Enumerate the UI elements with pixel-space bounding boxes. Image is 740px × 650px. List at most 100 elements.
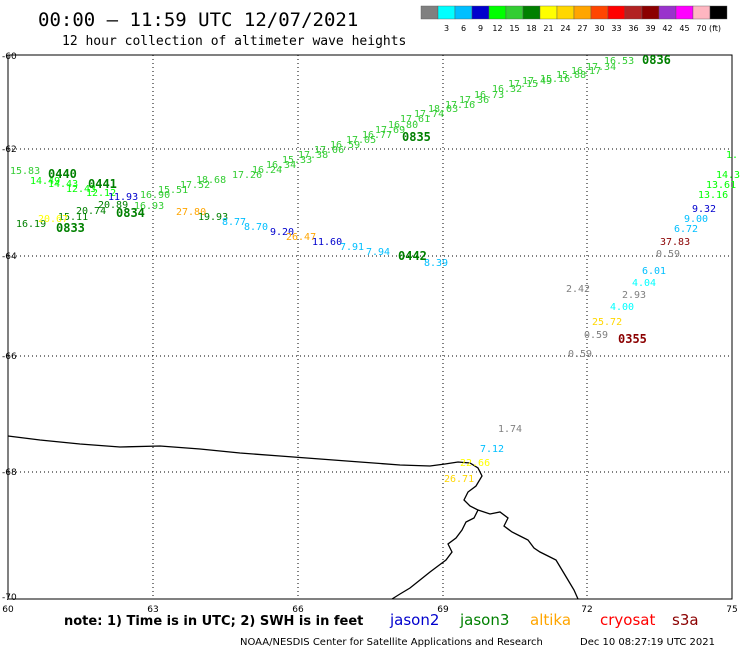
latitude-label: -62 — [2, 145, 17, 155]
legend-swatch — [471, 5, 490, 20]
mission-name: altika — [530, 611, 571, 629]
wave-height-reading: 6.72 — [674, 224, 698, 235]
mission-name: s3a — [672, 611, 699, 629]
latitude-labels: -60 -62 -64 -66 -68 -70 — [2, 52, 17, 603]
longitude-labels: 60 63 66 69 72 75 — [2, 605, 737, 615]
wave-height-reading: 37.83 — [660, 237, 690, 248]
wave-height-reading: 19.93 — [198, 212, 228, 223]
wave-height-reading: 17.05 — [346, 135, 376, 146]
wave-height-reading: 15.83 — [10, 166, 40, 177]
wave-height-reading: 16.77 — [362, 130, 392, 141]
wave-height-reading: 6.01 — [642, 266, 666, 277]
wave-height-reading: 11.93 — [108, 192, 138, 203]
footer-timestamp: Dec 10 08:27:19 UTC 2021 — [580, 637, 715, 648]
longitude-label: 75 — [726, 605, 737, 615]
wave-height-reading: 4.00 — [610, 302, 634, 313]
wave-height-reading: 2.93 — [622, 290, 646, 301]
wave-height-reading: 8.77 — [222, 217, 246, 228]
map-frame — [7, 54, 733, 600]
wave-height-reading: 15.33 — [282, 155, 312, 166]
wave-height-reading: 16.32 — [492, 84, 522, 95]
wave-height-reading: 9.20 — [270, 227, 294, 238]
wave-height-reading: 20.74 — [76, 206, 106, 217]
longitude-label: 66 — [292, 605, 304, 615]
wave-height-reading: 1.74 — [498, 424, 522, 435]
legend-swatch — [573, 5, 592, 20]
wave-height-reading: 18.03 — [428, 104, 458, 115]
wave-height-reading: 12.43 — [66, 184, 96, 195]
wave-height-reading: 16.59 — [330, 140, 360, 151]
legend-label: 12 — [492, 24, 502, 33]
legend-swatch — [624, 5, 643, 20]
wave-height-reading: 17.06 — [314, 145, 344, 156]
wave-height-reading: 15.88 — [556, 70, 586, 81]
latitude-label: -70 — [2, 593, 17, 603]
pass-time-label: 0835 — [402, 130, 431, 144]
wave-height-reading: 15.11 — [58, 212, 88, 223]
legend-label: 6 — [461, 24, 466, 33]
wave-height-reading: 20.89 — [98, 200, 128, 211]
wave-height-reading: 16.34 — [266, 160, 296, 171]
latitude-label: -68 — [2, 468, 17, 478]
pass-time-label: 0441 — [88, 177, 117, 191]
pass-time-label: 0836 — [642, 53, 671, 67]
legend-label: 42 — [662, 24, 672, 33]
wave-height-reading: 17.16 — [445, 100, 475, 111]
wave-height-reading: 26.47 — [286, 232, 316, 243]
wave-height-reading: 8.70 — [244, 222, 268, 233]
wave-height-reading: 4.04 — [632, 278, 656, 289]
legend-swatch — [454, 5, 473, 20]
footer-note: note: 1) Time is in UTC; 2) SWH is in fe… — [64, 614, 363, 629]
wave-height-reading: 14.49 — [30, 176, 60, 187]
pass-time-label: 0440 — [48, 167, 77, 181]
pass-time-label: 0834 — [116, 206, 145, 220]
legend-label: 24 — [560, 24, 570, 33]
pass-time-label: 0833 — [56, 221, 85, 235]
legend-swatch — [522, 5, 541, 20]
coastline-inlet — [477, 509, 579, 600]
legend-swatch — [641, 5, 660, 20]
legend-swatch — [539, 5, 558, 20]
legend-unit: (ft) — [709, 24, 721, 33]
longitude-label: 60 — [2, 605, 14, 615]
wave-height-reading: 15.16 — [540, 74, 570, 85]
legend-swatch — [420, 5, 439, 20]
longitude-label: 69 — [437, 605, 449, 615]
mission-name: cryosat — [600, 611, 655, 629]
legend-label: 30 — [594, 24, 604, 33]
wave-height-reading: 9.00 — [684, 214, 708, 225]
wave-height-reading: 27.80 — [176, 207, 206, 218]
wave-height-reading: 12.12 — [86, 188, 116, 199]
wave-height-reading: 7.12 — [480, 444, 504, 455]
legend-label: 39 — [645, 24, 655, 33]
wave-height-reading: 16.73 — [474, 90, 504, 101]
wave-height-observations: 16.5317.3416.1715.8815.1617.4917.1516.32… — [10, 56, 740, 485]
wave-height-reading: 17.26 — [232, 170, 262, 181]
wave-height-reading: 16.93 — [134, 201, 164, 212]
legend-swatch — [607, 5, 626, 20]
latitude-label: -66 — [2, 352, 17, 362]
wave-height-reading: 25.72 — [592, 317, 622, 328]
legend-label: 36 — [628, 24, 638, 33]
antarctic-coastline — [7, 435, 483, 600]
legend-swatch — [556, 5, 575, 20]
wave-height-reading: 17.69 — [375, 125, 405, 136]
wave-height-reading: 0.59 — [656, 249, 680, 260]
legend-label: 9 — [478, 24, 483, 33]
legend-swatch — [590, 5, 609, 20]
wave-height-reading: 17.74 — [414, 109, 444, 120]
wave-height-reading: 8.39 — [424, 258, 448, 269]
map-subtitle: 12 hour collection of altimeter wave hei… — [62, 34, 406, 49]
legend-label: 3 — [444, 24, 449, 33]
legend-swatch — [505, 5, 524, 20]
mission-name: jason3 — [459, 611, 509, 629]
legend-label: 21 — [543, 24, 553, 33]
mission-legend: jason2 jason3 altika cryosat s3a — [389, 611, 699, 629]
pass-time-label: 0442 — [398, 249, 427, 263]
wave-height-reading: 16.24 — [252, 165, 282, 176]
mission-name: jason2 — [389, 611, 439, 629]
wave-height-reading: 0.59 — [568, 349, 592, 360]
wave-height-reading: 13.61 — [706, 180, 736, 191]
latitude-label: -60 — [2, 52, 17, 62]
